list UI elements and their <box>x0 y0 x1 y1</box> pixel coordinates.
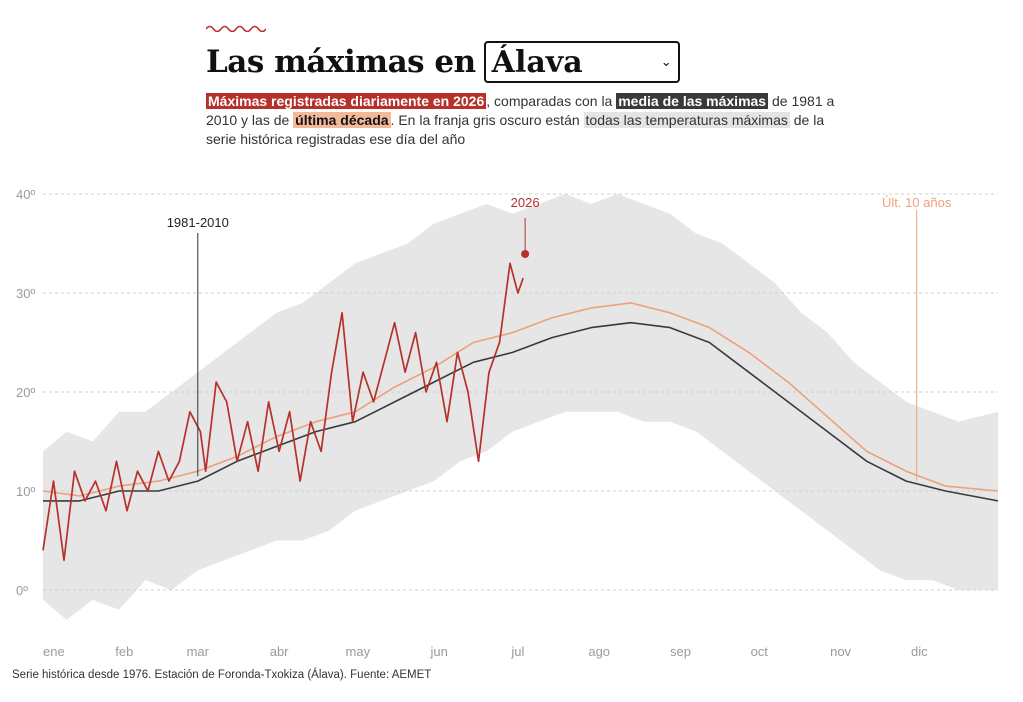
legend-band: todas las temperaturas máximas <box>583 112 790 128</box>
x-tick-label: oct <box>751 644 769 659</box>
region-select[interactable]: Álava ⌄ <box>483 41 680 83</box>
chevron-down-icon: ⌄ <box>660 54 672 69</box>
x-tick-label: sep <box>670 644 691 659</box>
series-line-mean <box>43 321 999 502</box>
y-tick-label: 20º <box>16 385 35 400</box>
annotation-label-mean: 1981-2010 <box>167 215 229 230</box>
y-tick-label: 10º <box>16 484 35 499</box>
temperature-chart: 0º 10º 20º 30º 40º ene feb mar abr may jun jul ago se… <box>16 187 999 659</box>
x-tick-label: jul <box>510 644 524 659</box>
y-tick-label: 30º <box>16 286 35 301</box>
title-accent-squiggle <box>206 25 266 32</box>
x-tick-label: nov <box>830 644 851 659</box>
region-select-value: Álava <box>491 44 583 80</box>
x-tick-label: abr <box>270 644 289 659</box>
annotation-label-2026: 2026 <box>511 195 540 210</box>
y-tick-label: 0º <box>16 583 28 598</box>
source-note: Serie histórica desde 1976. Estación de … <box>12 669 432 681</box>
x-tick-label: may <box>346 644 371 659</box>
x-tick-label: dic <box>911 644 928 659</box>
x-tick-label: mar <box>187 644 210 659</box>
chart-description: Máximas registradas diariamente en 2026,… <box>206 93 835 147</box>
series-line-2026 <box>42 262 524 562</box>
y-tick-label: 40º <box>16 187 35 202</box>
historical-range-band <box>43 194 998 620</box>
x-tick-label: feb <box>115 644 133 659</box>
page-title: Las máximas en <box>206 44 476 80</box>
title-row: Las máximas en Álava ⌄ <box>206 40 680 84</box>
x-tick-label: jun <box>429 644 447 659</box>
x-tick-label: ene <box>43 644 65 659</box>
annotation-label-decade: Últ. 10 años <box>882 195 952 210</box>
legend-current-year: Máximas registradas diariamente en 2026 <box>206 93 487 109</box>
x-tick-label: ago <box>588 644 610 659</box>
annotation-dot-2026 <box>521 250 530 258</box>
legend-mean: media de las máximas <box>616 93 769 109</box>
legend-decade: última década <box>293 112 391 128</box>
